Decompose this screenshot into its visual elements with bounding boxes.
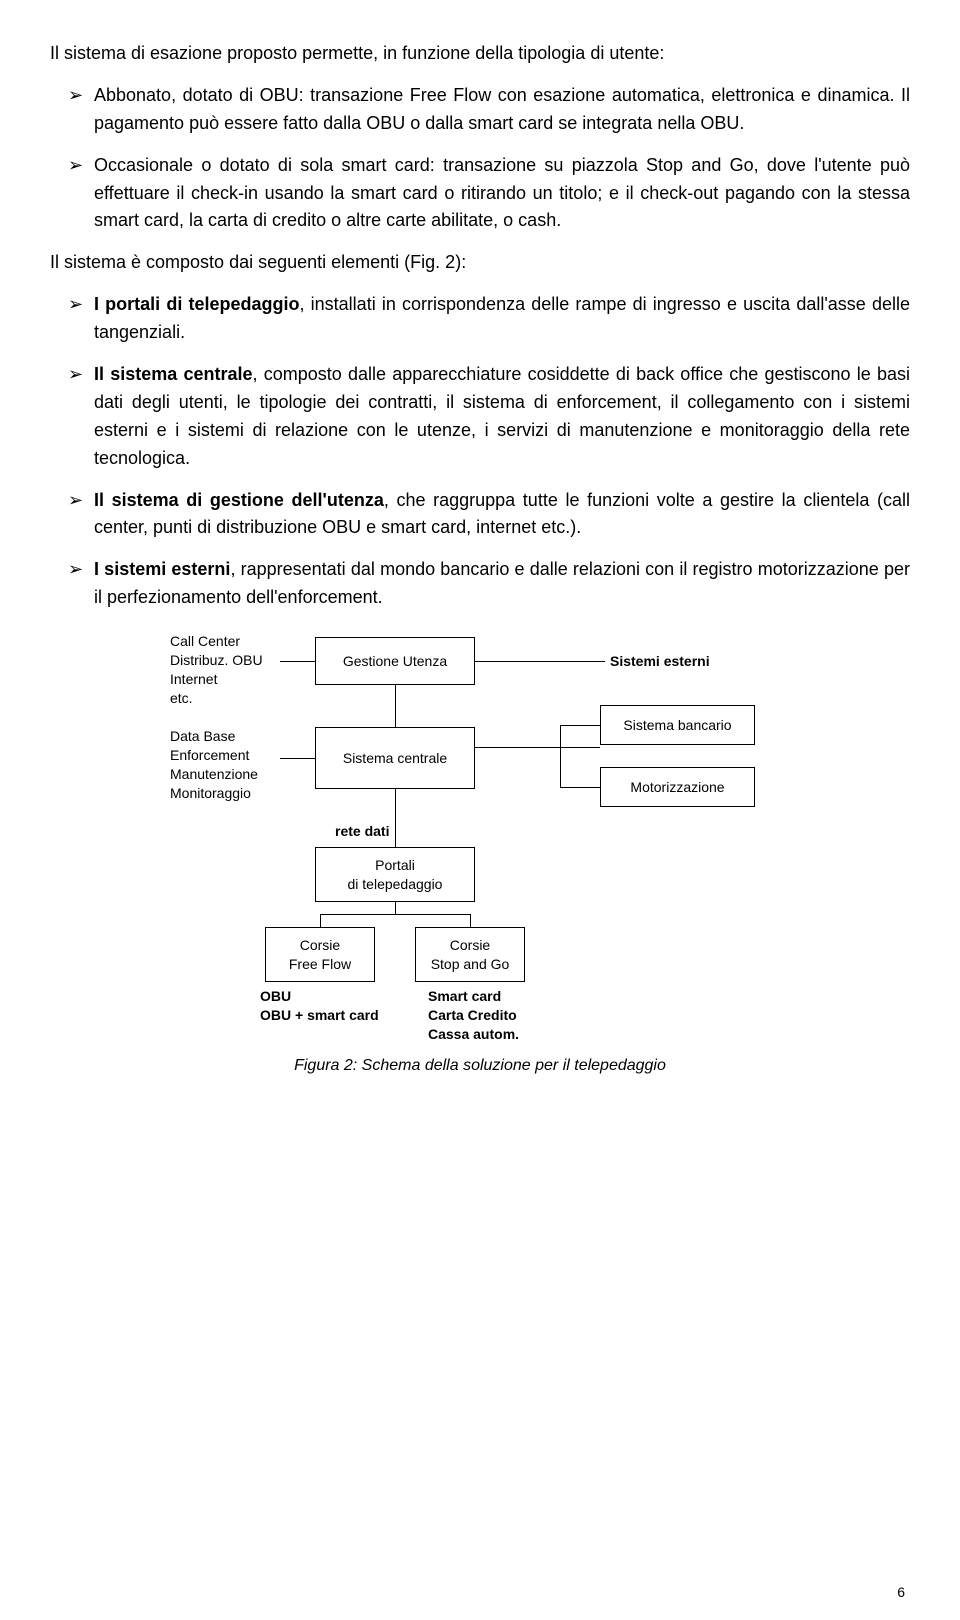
bullet-icon: ➢	[68, 487, 86, 543]
diagram-label-group1: Call Center Distribuz. OBU Internet etc.	[170, 632, 263, 708]
diagram-connector	[320, 914, 321, 927]
list-text: I portali di telepedaggio, installati in…	[94, 291, 910, 347]
diagram-label-rete: rete dati	[335, 822, 389, 841]
list-item: ➢ I portali di telepedaggio, installati …	[68, 291, 910, 347]
box-label: Sistema bancario	[623, 716, 731, 734]
diagram-connector	[560, 725, 600, 726]
box-label: Motorizzazione	[630, 778, 724, 796]
list-item: ➢ I sistemi esterni, rappresentati dal m…	[68, 556, 910, 612]
bold-term: Il sistema centrale	[94, 364, 253, 384]
box-label: Portali di telepedaggio	[348, 856, 443, 892]
list-text: Il sistema di gestione dell'utenza, che …	[94, 487, 910, 543]
diagram-connector	[395, 789, 396, 847]
bullet-icon: ➢	[68, 291, 86, 347]
bullet-icon: ➢	[68, 82, 86, 138]
diagram-connector	[395, 685, 396, 727]
diagram-box-portali: Portali di telepedaggio	[315, 847, 475, 902]
list-text: Abbonato, dotato di OBU: transazione Fre…	[94, 82, 910, 138]
list-item: ➢ Il sistema centrale, composto dalle ap…	[68, 361, 910, 473]
diagram-label-group2: Data Base Enforcement Manutenzione Monit…	[170, 727, 258, 803]
diagram-connector	[475, 661, 605, 662]
bullet-icon: ➢	[68, 152, 86, 236]
diagram-connector	[280, 661, 315, 662]
list-text: I sistemi esterni, rappresentati dal mon…	[94, 556, 910, 612]
list-item: ➢ Il sistema di gestione dell'utenza, ch…	[68, 487, 910, 543]
list-text: Il sistema centrale, composto dalle appa…	[94, 361, 910, 473]
diagram-box-gestione: Gestione Utenza	[315, 637, 475, 685]
diagram-connector	[280, 758, 315, 759]
bold-term: I sistemi esterni	[94, 559, 230, 579]
diagram-label-bottom-left: OBU OBU + smart card	[260, 987, 379, 1025]
page-number: 6	[897, 1584, 905, 1600]
diagram-label-bottom-right: Smart card Carta Credito Cassa autom.	[428, 987, 519, 1044]
diagram-box-centrale: Sistema centrale	[315, 727, 475, 789]
diagram-connector	[560, 787, 600, 788]
bold-term: I portali di telepedaggio	[94, 294, 300, 314]
figure-caption: Figura 2: Schema della soluzione per il …	[50, 1057, 910, 1075]
diagram-connector	[320, 914, 470, 915]
list-item: ➢ Occasionale o dotato di sola smart car…	[68, 152, 910, 236]
diagram-connector	[395, 902, 396, 914]
list-item: ➢ Abbonato, dotato di OBU: transazione F…	[68, 82, 910, 138]
list-text: Occasionale o dotato di sola smart card:…	[94, 152, 910, 236]
bullet-icon: ➢	[68, 556, 86, 612]
paragraph-2: Il sistema è composto dai seguenti eleme…	[50, 249, 910, 277]
diagram-box-bancario: Sistema bancario	[600, 705, 755, 745]
box-label: Corsie Stop and Go	[431, 936, 510, 972]
diagram-box-freeflow: Corsie Free Flow	[265, 927, 375, 982]
box-label: Corsie Free Flow	[289, 936, 351, 972]
list-2: ➢ I portali di telepedaggio, installati …	[68, 291, 910, 612]
diagram-box-stopgo: Corsie Stop and Go	[415, 927, 525, 982]
bold-term: Il sistema di gestione dell'utenza	[94, 490, 384, 510]
diagram-connector	[560, 725, 561, 787]
bullet-icon: ➢	[68, 361, 86, 473]
diagram-connector	[475, 747, 600, 748]
diagram: Call Center Distribuz. OBU Internet etc.…	[140, 627, 820, 1047]
box-label: Sistema centrale	[343, 749, 447, 767]
list-1: ➢ Abbonato, dotato di OBU: transazione F…	[68, 82, 910, 235]
diagram-box-motorizzazione: Motorizzazione	[600, 767, 755, 807]
diagram-label-esterni: Sistemi esterni	[610, 652, 710, 671]
diagram-connector	[470, 914, 471, 927]
box-label: Gestione Utenza	[343, 652, 447, 670]
intro-paragraph: Il sistema di esazione proposto permette…	[50, 40, 910, 68]
